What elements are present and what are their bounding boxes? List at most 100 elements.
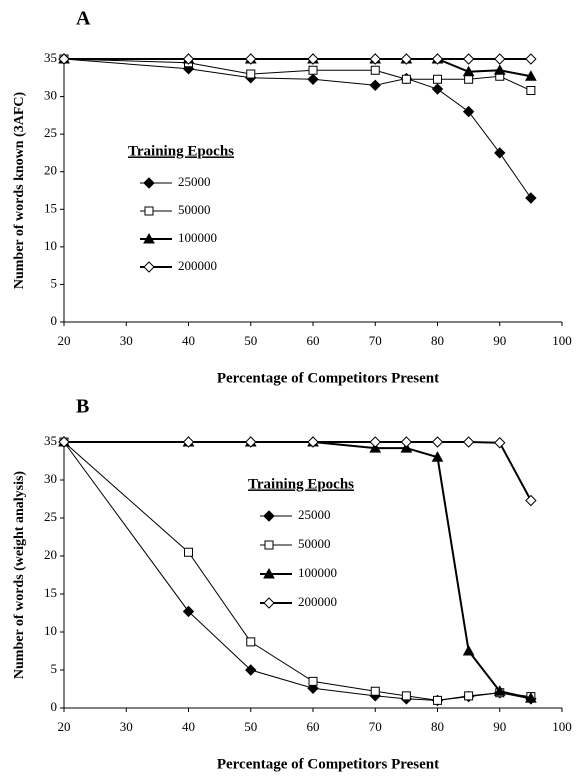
data-point — [431, 83, 444, 95]
y-tick-label: 20 — [44, 163, 57, 178]
data-point — [464, 74, 474, 84]
x-tick-label: 70 — [369, 333, 382, 348]
series-line — [63, 441, 531, 701]
y-tick-label: 35 — [44, 50, 57, 65]
data-point — [182, 53, 195, 65]
legend-label: 25000 — [298, 507, 331, 522]
data-point — [370, 686, 380, 696]
x-tick-label: 70 — [369, 719, 382, 734]
data-point — [307, 436, 319, 448]
y-tick-label: 10 — [44, 238, 57, 253]
data-point — [526, 86, 536, 96]
data-point — [307, 73, 319, 85]
y-axis-label: Number of words (weight analysis) — [12, 471, 27, 680]
x-tick-label: 20 — [58, 719, 71, 734]
legend-label: 50000 — [298, 536, 331, 551]
data-point — [401, 691, 411, 701]
x-tick-label: 90 — [493, 719, 506, 734]
x-tick-label: 30 — [120, 719, 133, 734]
data-point — [433, 695, 442, 705]
data-point — [245, 664, 257, 676]
data-point — [462, 65, 475, 77]
x-tick-label: 80 — [431, 719, 444, 734]
x-tick-label: 20 — [58, 333, 71, 348]
series-line — [63, 58, 532, 92]
y-tick-label: 0 — [51, 313, 58, 328]
data-point — [369, 79, 381, 92]
data-point — [464, 691, 474, 701]
legend-marker — [263, 567, 275, 579]
data-point — [494, 437, 506, 449]
data-point — [433, 74, 442, 84]
data-point — [401, 74, 411, 84]
legend-label: 200000 — [178, 258, 217, 273]
data-point — [462, 53, 475, 65]
data-point — [525, 494, 537, 507]
x-axis-label: Percentage of Competitors Present — [217, 370, 439, 386]
y-tick-label: 30 — [44, 471, 57, 486]
x-tick-label: 50 — [244, 719, 257, 734]
data-point — [246, 637, 256, 647]
data-point — [400, 436, 413, 448]
panel-label: B — [76, 396, 89, 418]
y-tick-label: 20 — [44, 547, 57, 562]
data-point — [493, 64, 506, 75]
data-point — [462, 436, 475, 448]
legend-label: 100000 — [298, 565, 337, 580]
legend-marker — [143, 261, 155, 273]
data-point — [494, 147, 506, 159]
y-tick-label: 35 — [44, 433, 57, 448]
data-point — [245, 53, 257, 65]
y-tick-label: 25 — [44, 125, 57, 140]
x-tick-label: 30 — [120, 333, 133, 348]
series-line — [63, 58, 532, 199]
y-tick-label: 15 — [44, 585, 57, 600]
data-point — [246, 69, 256, 79]
y-tick-label: 15 — [44, 200, 57, 215]
data-point — [462, 644, 475, 656]
data-point — [58, 53, 70, 65]
data-point — [308, 676, 318, 686]
data-point — [462, 105, 475, 118]
legend-marker — [144, 206, 154, 216]
data-point — [431, 451, 444, 462]
x-tick-label: 60 — [307, 333, 320, 348]
series-line — [64, 441, 532, 501]
data-point — [431, 436, 444, 448]
data-point — [493, 685, 506, 696]
legend-marker — [263, 597, 275, 609]
legend-label: 200000 — [298, 594, 337, 609]
legend-marker — [143, 177, 155, 189]
x-tick-label: 90 — [493, 333, 506, 348]
legend-marker — [263, 510, 275, 522]
legend-label: 25000 — [178, 174, 211, 189]
legend-title: Training Epochs — [248, 476, 354, 492]
y-axis-label: Number of words known (3AFC) — [12, 92, 27, 290]
x-axis-label: Percentage of Competitors Present — [217, 756, 439, 772]
data-point — [494, 53, 506, 65]
legend-label: 50000 — [178, 202, 211, 217]
x-tick-label: 40 — [182, 333, 195, 348]
legend-title: Training Epochs — [128, 143, 234, 159]
x-tick-label: 100 — [552, 333, 572, 348]
data-point — [182, 436, 195, 448]
y-tick-label: 5 — [51, 275, 58, 290]
x-tick-label: 40 — [182, 719, 195, 734]
panel-label: A — [76, 8, 91, 30]
y-tick-label: 30 — [44, 88, 57, 103]
y-tick-label: 25 — [44, 509, 57, 524]
data-point — [369, 436, 381, 448]
data-point — [184, 547, 193, 557]
y-tick-label: 0 — [51, 699, 58, 714]
x-tick-label: 80 — [431, 333, 444, 348]
y-tick-label: 5 — [51, 661, 58, 676]
data-point — [369, 53, 381, 65]
legend-marker — [264, 540, 274, 550]
data-point — [525, 692, 537, 703]
data-point — [370, 65, 380, 75]
x-tick-label: 50 — [244, 333, 257, 348]
data-point — [58, 436, 70, 448]
data-point — [245, 436, 257, 448]
data-point — [308, 65, 318, 75]
